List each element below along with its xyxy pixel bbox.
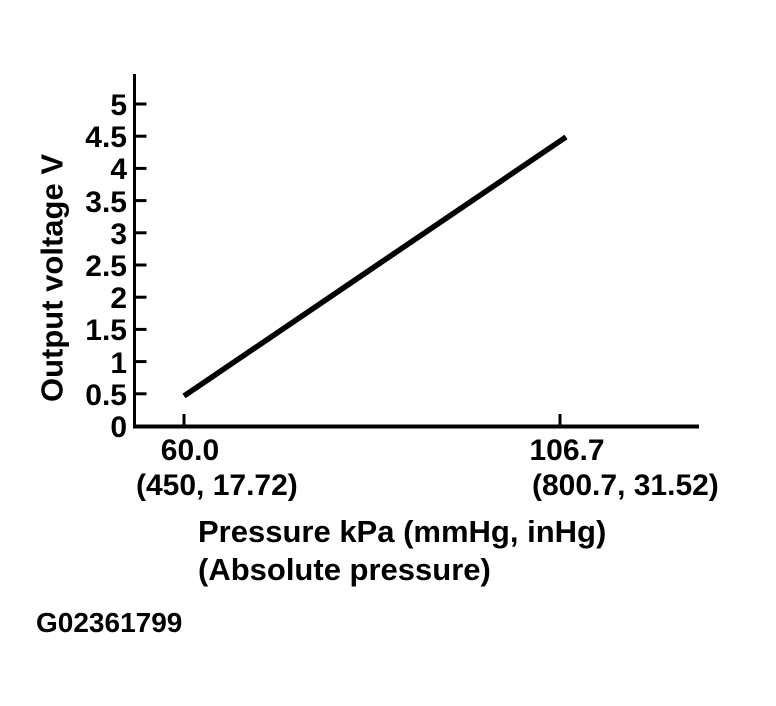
y-tick-labels: 0 0.5 1 1.5 2 2.5 3 3.5 4 4.5 5 [85,89,127,444]
x-tick-marks [182,414,562,426]
x-tick-sublabel: (450, 17.72) [136,469,298,502]
x-tick-sublabel: (800.7, 31.52) [532,469,719,502]
x-tick-labels: 60.0 106.7 (450, 17.72) (800.7, 31.52) [136,434,719,502]
x-tick-label: 60.0 [161,434,219,467]
y-tick-label: 0.5 [85,379,127,412]
y-tick-label: 0 [110,411,127,444]
y-tick-label: 2.5 [85,250,127,283]
figure-id: G02361799 [36,607,182,638]
y-tick-label: 4.5 [85,121,127,154]
x-tick-label: 106.7 [529,434,604,467]
y-tick-label: 4 [110,153,127,186]
x-axis-subtitle: (Absolute pressure) [198,552,491,587]
y-tick-label: 3 [110,218,127,251]
y-axis-title: Output voltage V [35,154,70,402]
y-tick-label: 1 [110,347,127,380]
y-tick-label: 5 [110,89,127,122]
y-tick-label: 3.5 [85,186,127,219]
y-tick-marks [134,102,147,396]
voltage-pressure-data-line [182,134,568,399]
y-tick-label: 1.5 [85,314,127,347]
x-axis-title: Pressure kPa (mmHg, inHg) [198,514,606,549]
y-tick-label: 2 [110,282,127,315]
